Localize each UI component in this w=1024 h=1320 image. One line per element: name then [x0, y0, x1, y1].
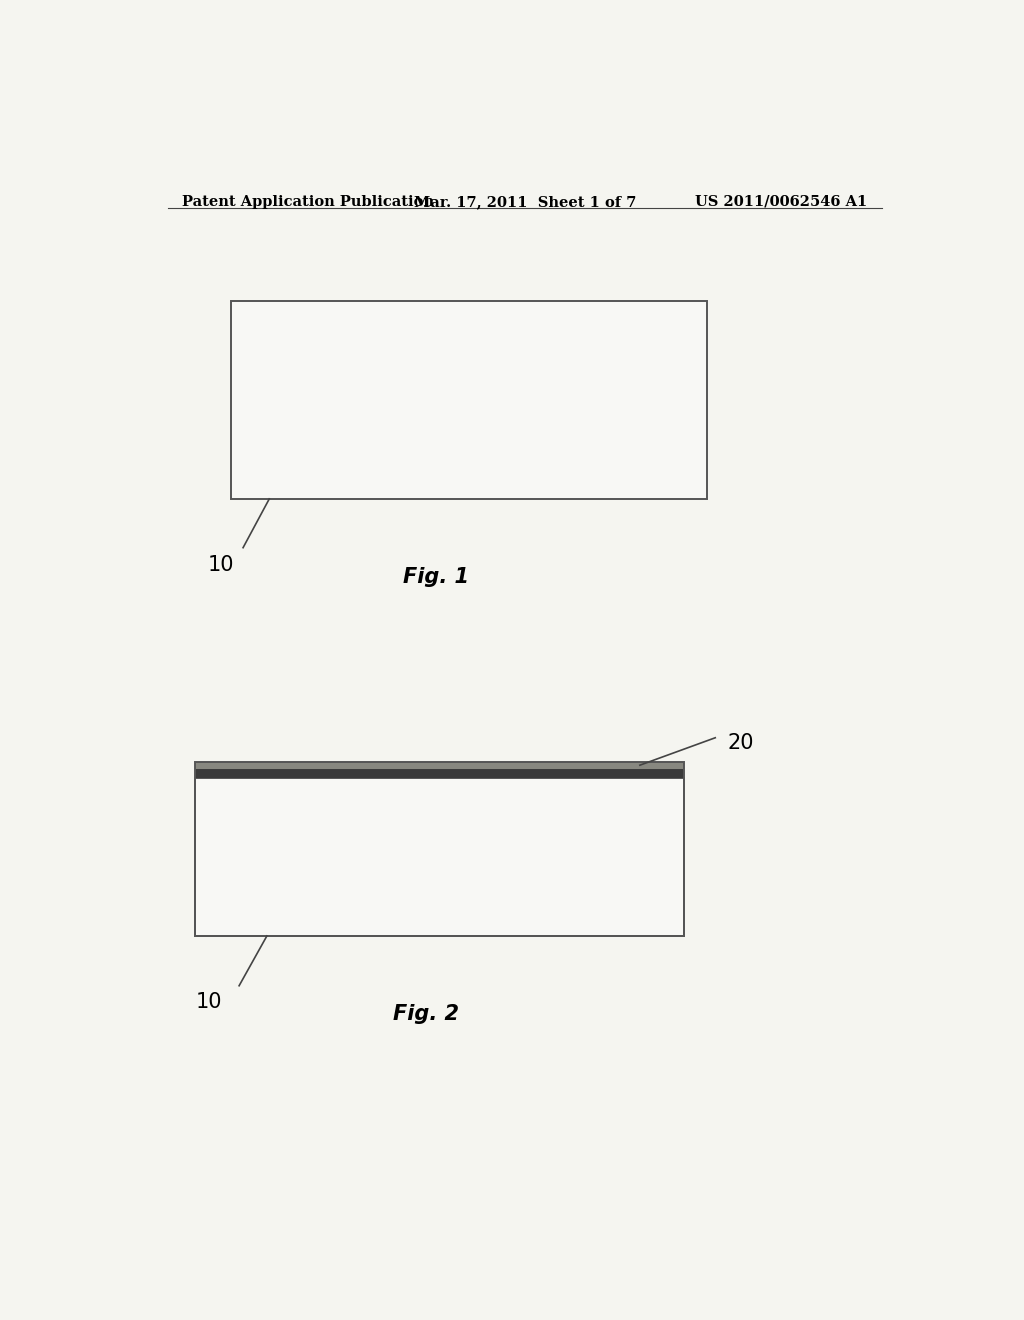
Bar: [196, 762, 684, 936]
Text: Fig. 2: Fig. 2: [392, 1005, 459, 1024]
Text: 10: 10: [196, 991, 222, 1012]
Text: Fig. 1: Fig. 1: [402, 568, 469, 587]
Bar: [196, 770, 684, 779]
Text: 20: 20: [727, 733, 754, 752]
Text: US 2011/0062546 A1: US 2011/0062546 A1: [695, 195, 867, 209]
Bar: [196, 779, 684, 936]
Bar: [231, 301, 708, 499]
Text: Mar. 17, 2011  Sheet 1 of 7: Mar. 17, 2011 Sheet 1 of 7: [414, 195, 636, 209]
Bar: [196, 762, 684, 770]
Text: Patent Application Publication: Patent Application Publication: [182, 195, 434, 209]
Text: 10: 10: [207, 554, 233, 574]
